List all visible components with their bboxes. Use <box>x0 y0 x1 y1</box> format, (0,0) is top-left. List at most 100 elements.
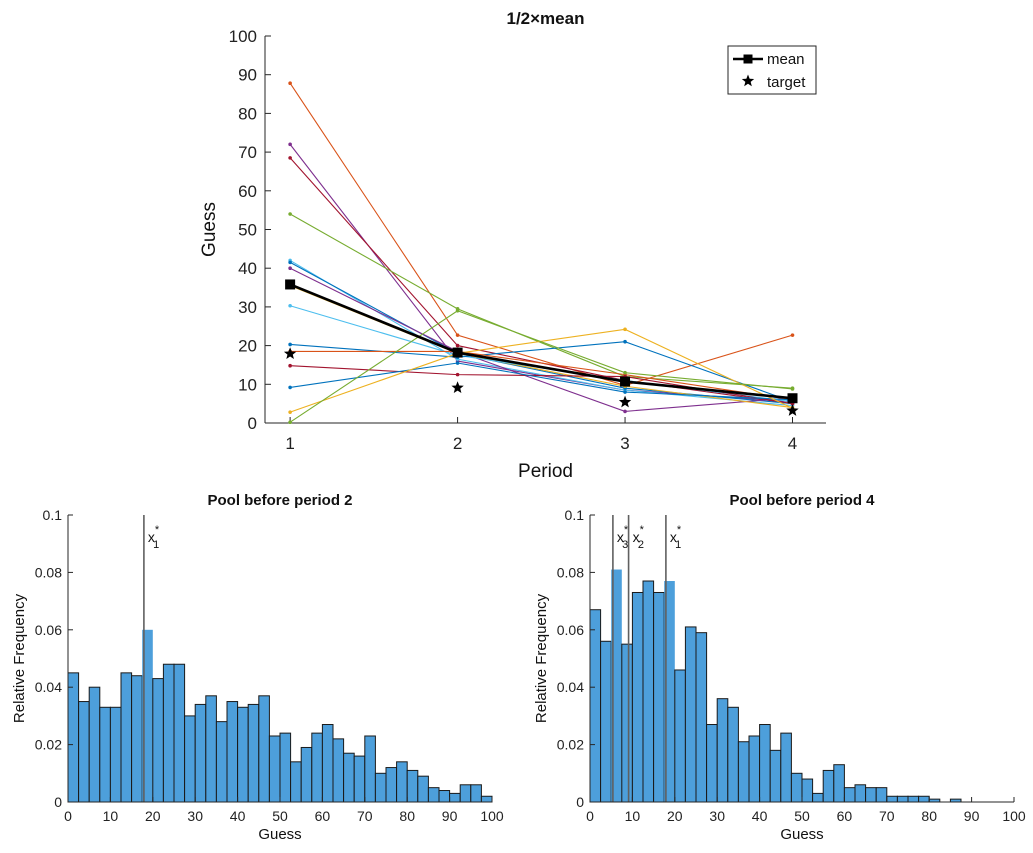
x-tick-label: 10 <box>625 808 641 824</box>
histogram-bar <box>737 741 750 803</box>
mean-line <box>289 283 793 400</box>
histogram-bar <box>589 609 602 803</box>
mean-marker <box>787 393 798 404</box>
histogram-bar <box>279 732 292 803</box>
y-tick-label: 0 <box>54 794 62 810</box>
histogram-bar <box>396 761 408 803</box>
legend-box <box>727 45 817 95</box>
histogram-bar <box>833 764 845 803</box>
x-tick-label: 80 <box>399 808 415 824</box>
y-tick-label: 90 <box>238 66 257 85</box>
player-point <box>623 390 627 394</box>
x-axis-title: Period <box>518 461 573 482</box>
player-point <box>623 339 627 344</box>
histogram-bar <box>268 735 281 803</box>
y-tick-label: 0.04 <box>35 679 62 695</box>
histogram-bar <box>600 640 612 803</box>
histogram-bar <box>258 695 270 803</box>
y-tick-label: 30 <box>238 298 257 317</box>
x-tick-label: 70 <box>357 808 373 824</box>
x-tick-label: 90 <box>442 808 458 824</box>
y-tick-label: 0 <box>248 414 257 433</box>
player-line <box>289 213 793 389</box>
player-point <box>455 361 460 365</box>
histogram-bar <box>727 706 739 803</box>
x-tick-label: 100 <box>1002 808 1026 824</box>
histogram-bar <box>131 675 143 803</box>
histogram-bar <box>642 580 655 803</box>
histogram-bar <box>427 787 440 803</box>
histogram-bar <box>716 698 729 803</box>
histogram-bar <box>364 735 376 803</box>
mean-marker <box>285 279 296 290</box>
player-point <box>288 142 292 147</box>
player-point <box>288 260 292 265</box>
reference-label-sub: 1 <box>153 539 159 551</box>
histogram-bar <box>109 706 122 803</box>
player-point <box>455 308 460 313</box>
y-tick-label: 0.02 <box>557 737 584 753</box>
histogram-bar <box>611 569 622 802</box>
y-tick-label: 50 <box>238 221 257 240</box>
y-tick-label: 0.06 <box>35 622 62 638</box>
target-marker <box>786 404 799 416</box>
histogram-bar <box>748 735 761 803</box>
histogram-bar <box>406 769 419 803</box>
x-tick-label: 50 <box>794 808 810 824</box>
x-tick-label: 1 <box>285 434 294 453</box>
histogram-bar <box>162 663 175 803</box>
player-point <box>623 409 627 414</box>
histogram-bar <box>695 632 708 803</box>
player-line <box>289 305 793 403</box>
histogram-bar <box>801 778 814 803</box>
x-tick-label: 4 <box>788 434 797 453</box>
y-tick-label: 0.1 <box>565 507 585 523</box>
x-tick-label: 40 <box>752 808 768 824</box>
histogram-bar <box>896 795 909 803</box>
histogram-bar <box>99 706 111 803</box>
y-tick-label: 0.08 <box>35 564 62 580</box>
player-point <box>288 266 292 271</box>
histogram-bar <box>459 784 472 803</box>
y-tick-label: 100 <box>229 27 257 46</box>
x-tick-label: 2 <box>453 434 462 453</box>
histogram-bar <box>631 591 644 803</box>
line-chart: 0 10 20 30 40 50 60 70 80 90 100 1 2 3 4 1/2×mean Period… <box>199 9 826 482</box>
reference-label: x* 1 <box>148 524 160 551</box>
y-tick-label: 20 <box>238 337 257 356</box>
histogram-bar <box>152 678 164 803</box>
y-axis-title: Relative Frequency <box>533 593 550 723</box>
player-line <box>289 310 793 423</box>
histogram-bar <box>184 715 196 803</box>
histogram-bar <box>812 792 824 803</box>
reference-label-x: x <box>633 529 640 545</box>
chart-title: 1/2×mean <box>507 9 585 28</box>
histogram-bar <box>300 746 313 803</box>
player-point <box>455 333 460 337</box>
histogram-bar <box>886 795 898 803</box>
y-tick-label: 80 <box>238 104 257 123</box>
mean-marker <box>452 347 463 358</box>
player-point <box>288 385 292 390</box>
x-axis-title: Guess <box>780 826 823 843</box>
histogram-bar <box>142 629 153 802</box>
histogram-bar <box>790 772 803 803</box>
x-tick-label: 20 <box>667 808 683 824</box>
legend-target-label: target <box>767 74 806 91</box>
x-tick-label: 20 <box>145 808 161 824</box>
legend-mean-label: mean <box>767 51 805 68</box>
player-point <box>455 343 460 348</box>
histogram-bar <box>843 787 856 803</box>
reference-label-sup: * <box>155 524 160 536</box>
histogram-bar <box>918 795 930 803</box>
reference-label-sub: 3 <box>622 539 628 551</box>
histogram-bar <box>311 732 323 803</box>
histogram-bar <box>674 669 686 803</box>
player-line <box>289 267 793 412</box>
y-tick-label: 0.04 <box>557 679 584 695</box>
histogram-bar <box>343 752 355 803</box>
histogram-bar <box>684 626 697 803</box>
x-tick-label: 70 <box>879 808 895 824</box>
histogram-bar <box>664 581 675 802</box>
histogram-bar <box>215 721 228 803</box>
